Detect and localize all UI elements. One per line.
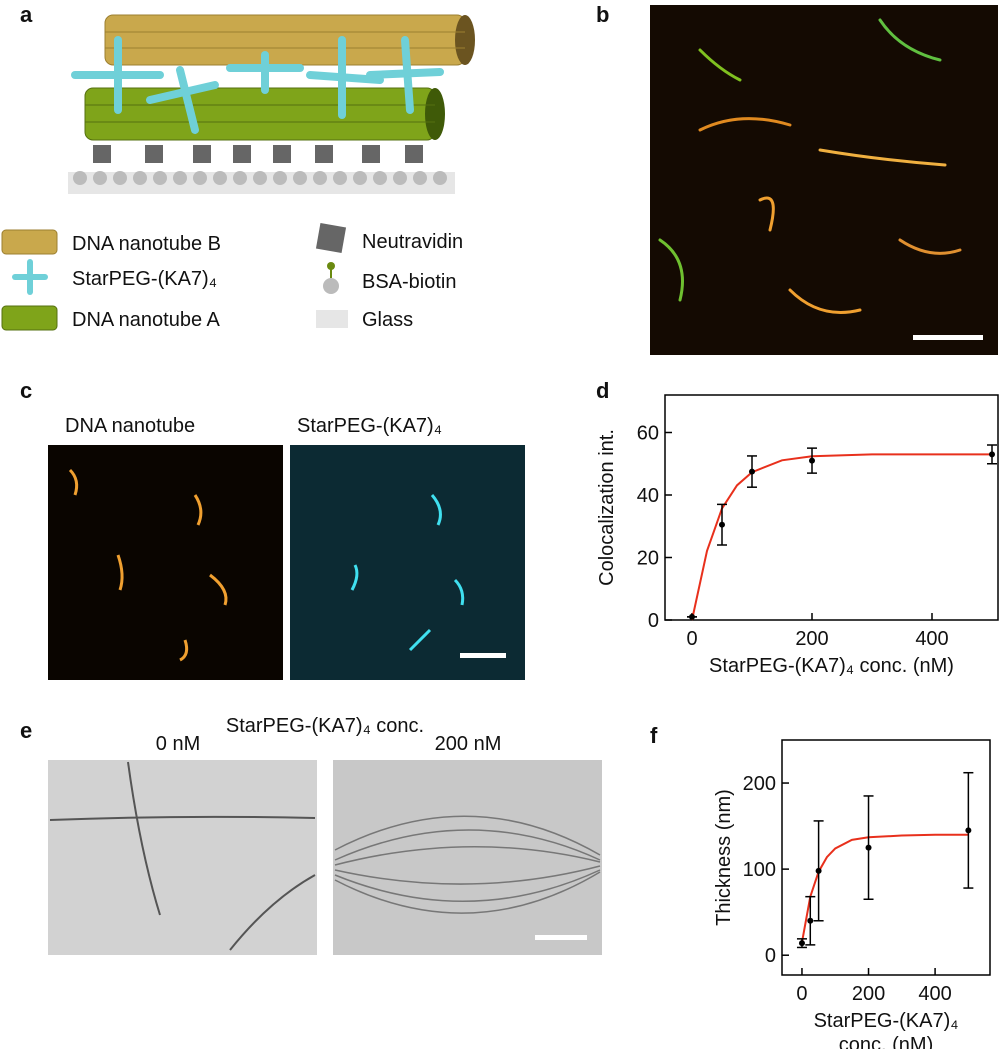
y-tick-label: 20 — [637, 548, 659, 570]
data-point — [965, 827, 972, 834]
legend-label: StarPEG-(KA7)₄ — [72, 268, 217, 290]
data-point — [719, 521, 725, 528]
x-axis-label: StarPEG-(KA7)₄ conc. (nM) — [709, 655, 954, 677]
data-point — [865, 844, 872, 851]
x-tick-label: 0 — [686, 628, 697, 650]
y-tick-label: 100 — [743, 859, 776, 881]
panel-label: d — [596, 378, 609, 403]
x-tick-label: 400 — [915, 628, 948, 650]
legend-label: DNA nanotube A — [72, 309, 221, 331]
plot-frame — [781, 739, 991, 976]
panel-label: b — [596, 2, 609, 27]
plot-frame — [664, 394, 999, 621]
y-tick-label: 40 — [637, 485, 659, 507]
data-point — [798, 940, 805, 947]
fit-curve — [800, 833, 969, 943]
data-point — [989, 451, 995, 458]
micrograph — [48, 5, 998, 955]
panel-label: e — [20, 718, 32, 743]
y-tick-label: 200 — [743, 773, 776, 795]
legend-label: BSA-biotin — [362, 271, 457, 293]
x-tick-label: 400 — [918, 983, 951, 1005]
panel-label: c — [20, 378, 32, 403]
data-point — [689, 613, 695, 620]
panel-label: a — [20, 2, 33, 27]
y-axis-label: Colocalization int. — [596, 429, 618, 586]
y-tick-label: 60 — [637, 423, 659, 445]
image-label: 200 nM — [435, 733, 502, 755]
data-point — [809, 457, 815, 464]
data-point — [807, 917, 814, 924]
x-axis-label: conc. (nM) — [839, 1034, 933, 1049]
data-point — [815, 867, 822, 874]
image-label: StarPEG-(KA7)₄ conc. — [226, 715, 424, 737]
legend-label: DNA nanotube B — [72, 233, 221, 255]
image-label: DNA nanotube — [65, 415, 195, 437]
panel-label: f — [650, 723, 658, 748]
data-point — [749, 468, 755, 475]
legend-label: Neutravidin — [362, 231, 463, 253]
x-tick-label: 0 — [796, 983, 807, 1005]
legend-icons — [1, 222, 348, 331]
x-tick-label: 200 — [795, 628, 828, 650]
y-tick-label: 0 — [648, 610, 659, 632]
image-label: 0 nM — [156, 733, 200, 755]
y-tick-label: 0 — [765, 945, 776, 967]
y-axis-label: Thickness (nm) — [713, 789, 735, 926]
x-tick-label: 200 — [852, 983, 885, 1005]
image-label: StarPEG-(KA7)₄ — [297, 415, 442, 437]
fit-curve — [691, 453, 992, 621]
schematic — [68, 14, 475, 194]
x-axis-label: StarPEG-(KA7)₄ — [814, 1010, 959, 1032]
legend-label: Glass — [362, 309, 413, 331]
